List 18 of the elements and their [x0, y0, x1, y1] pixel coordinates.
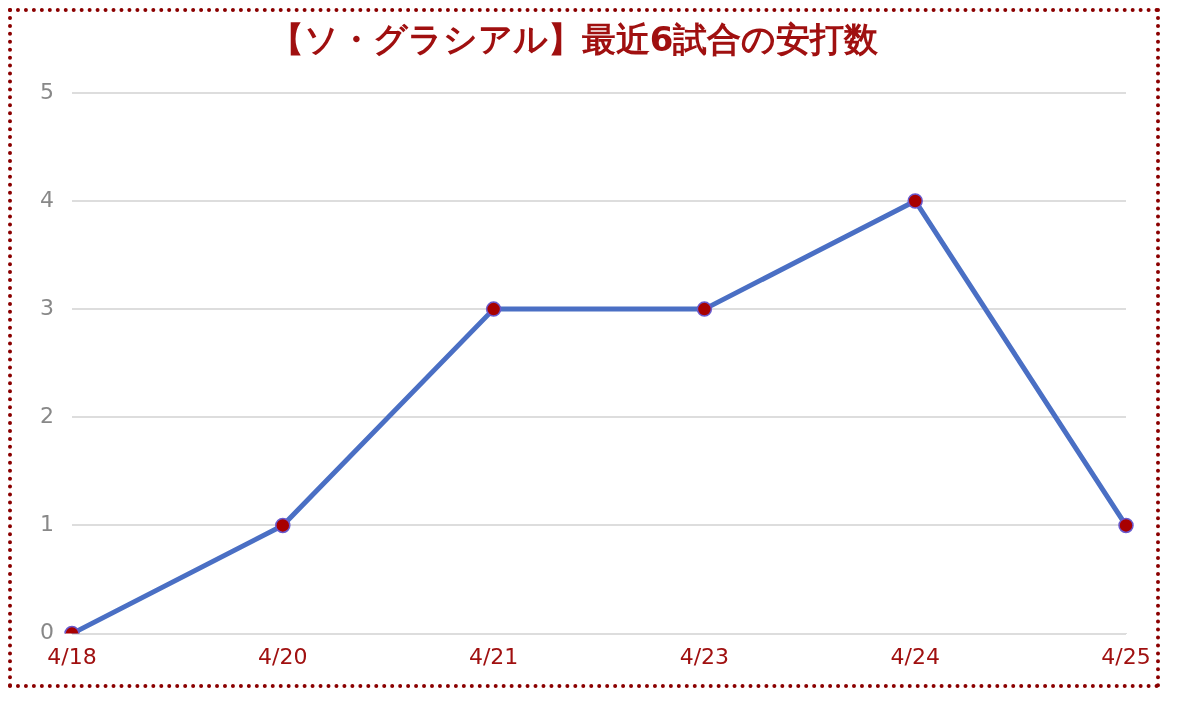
y-tick-label: 4: [40, 186, 54, 212]
x-tick-label: 4/24: [890, 643, 940, 669]
x-tick-label: 4/18: [47, 643, 97, 669]
y-tick-label: 0: [40, 619, 54, 645]
point: [1118, 517, 1134, 534]
y-tick-label: 5: [40, 78, 54, 104]
point: [275, 517, 291, 534]
chart-title: 【ソ・グラシアル】最近6試合の安打数: [269, 19, 880, 60]
point: [485, 301, 502, 317]
y-tick-label: 1: [40, 511, 54, 537]
y-tick-label: 3: [40, 294, 54, 320]
x-tick-label: 4/20: [258, 643, 308, 669]
point: [907, 193, 923, 209]
x-tick-label: 4/21: [468, 643, 519, 669]
y-tick-label: 2: [40, 403, 54, 428]
x-tick-label: 4/25: [1101, 643, 1151, 669]
point: [696, 301, 713, 317]
x-tick-label: 4/23: [679, 643, 730, 669]
